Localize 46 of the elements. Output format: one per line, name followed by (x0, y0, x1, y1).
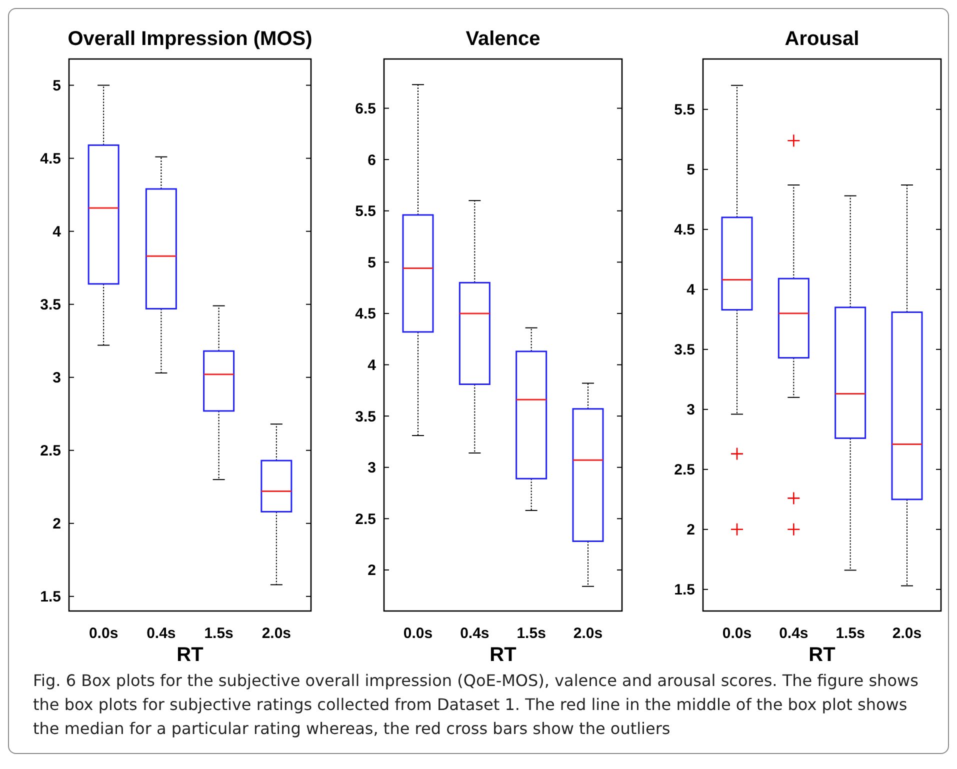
y-tick-label: 4 (52, 224, 62, 241)
x-tick-label: 0.0s (722, 625, 752, 642)
y-tick-label: 4 (368, 357, 377, 374)
y-tick-label: 2 (686, 522, 695, 539)
x-tick-label: 0.0s (403, 625, 433, 642)
y-tick-label: 3 (686, 402, 695, 419)
y-tick-label: 5 (686, 162, 695, 179)
y-tick-label: 4 (686, 282, 696, 299)
chart-title: Valence (466, 28, 540, 50)
y-tick-label: 5.5 (355, 203, 376, 220)
x-tick-label: 0.4s (460, 625, 490, 642)
y-tick-label: 2.5 (355, 510, 376, 528)
x-axis-title: RT (808, 644, 836, 666)
x-tick-label: 0.4s (146, 625, 176, 642)
x-tick-label: 1.5s (204, 625, 234, 642)
y-tick-label: 1.5 (40, 588, 61, 606)
chart-title: Arousal (784, 28, 860, 50)
y-tick-label: 5 (368, 254, 376, 272)
x-axis-title: RT (490, 644, 516, 666)
y-tick-label: 3.5 (355, 408, 376, 426)
y-tick-label: 6 (368, 152, 376, 169)
y-tick-label: 2 (368, 562, 376, 580)
y-tick-label: 3.5 (40, 296, 61, 314)
x-tick-label: 1.5s (516, 625, 546, 642)
x-tick-label: 2.0s (892, 625, 922, 642)
y-tick-label: 3.5 (674, 342, 695, 359)
y-tick-label: 4.5 (355, 306, 376, 323)
y-tick-label: 2 (52, 516, 61, 533)
y-tick-label: 4.5 (674, 222, 695, 239)
y-tick-label: 5.5 (674, 102, 695, 119)
x-tick-label: 2.0s (262, 625, 292, 642)
y-tick-label: 2.5 (40, 442, 61, 460)
y-tick-label: 3 (52, 370, 61, 387)
x-axis-title: RT (176, 644, 204, 666)
y-tick-label: 4.5 (40, 150, 61, 168)
y-tick-label: 6.5 (355, 100, 376, 118)
x-tick-label: 2.0s (573, 625, 603, 642)
y-tick-label: 1.5 (674, 582, 695, 599)
x-tick-label: 0.4s (779, 625, 808, 642)
y-tick-label: 2.5 (674, 462, 695, 479)
y-tick-label: 5 (52, 78, 61, 95)
caption: Fig. 6 Box plots for the subjective overall impression (QoE-MOS), valence and arousal scores. The figure shows the box plots for subjective ratings collected from Dataset 1. The red line in the middle of the box plot shows the median for a particular rating whereas, the red cross bars show the outliers (33, 670, 920, 740)
x-tick-label: 1.5s (836, 625, 865, 642)
x-tick-label: 0.0s (88, 625, 118, 642)
chart-title: Overall Impression (MOS) (68, 28, 312, 50)
y-tick-label: 3 (368, 460, 376, 477)
